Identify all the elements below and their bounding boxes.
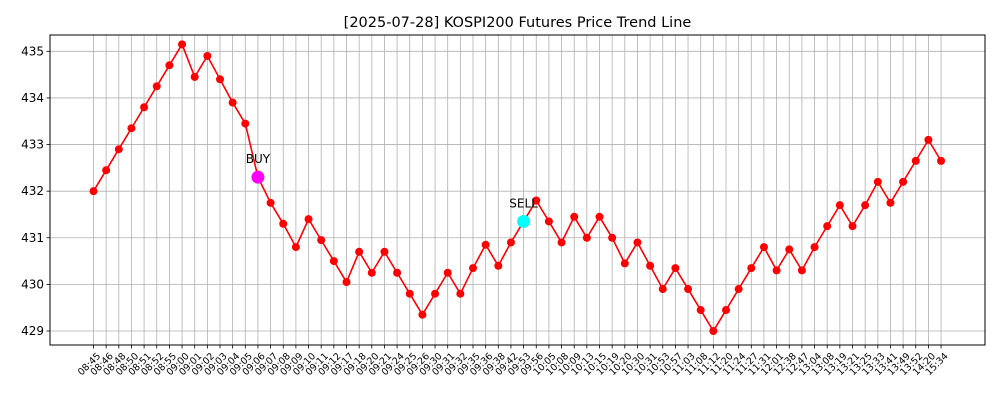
plot-frame bbox=[49, 34, 986, 346]
data-point bbox=[367, 268, 376, 277]
data-point bbox=[582, 233, 591, 242]
data-point bbox=[114, 145, 123, 154]
data-point bbox=[329, 257, 338, 266]
data-point bbox=[342, 278, 351, 287]
data-point bbox=[759, 243, 768, 252]
data-point bbox=[443, 268, 452, 277]
data-point bbox=[722, 306, 730, 315]
data-point bbox=[228, 98, 237, 107]
price-series bbox=[89, 40, 946, 336]
data-point bbox=[178, 40, 187, 49]
data-point bbox=[456, 289, 465, 298]
data-point bbox=[469, 264, 477, 273]
buy-label: BUY bbox=[246, 152, 271, 166]
chart-title: [2025-07-28] KOSPI200 Futures Price Tren… bbox=[344, 15, 692, 31]
data-point bbox=[481, 240, 490, 249]
data-point bbox=[646, 261, 655, 270]
data-point bbox=[658, 285, 667, 294]
data-point bbox=[886, 198, 895, 207]
grid-lines bbox=[50, 35, 985, 345]
y-tick-label: 434 bbox=[21, 91, 44, 105]
y-tick-label: 432 bbox=[21, 184, 44, 198]
data-point bbox=[595, 212, 604, 221]
data-point bbox=[279, 219, 288, 228]
data-point bbox=[380, 247, 389, 256]
data-point bbox=[152, 82, 161, 91]
data-point bbox=[241, 119, 250, 128]
data-point bbox=[810, 243, 819, 252]
data-point bbox=[861, 201, 870, 210]
data-point bbox=[532, 196, 541, 205]
data-point bbox=[709, 327, 718, 336]
data-point bbox=[216, 75, 224, 84]
data-point bbox=[190, 72, 199, 81]
data-point bbox=[165, 61, 174, 70]
sell-marker bbox=[517, 214, 531, 228]
data-point bbox=[266, 198, 275, 207]
data-point bbox=[835, 201, 844, 210]
data-point bbox=[570, 212, 579, 221]
data-point bbox=[772, 266, 781, 275]
data-point bbox=[671, 264, 680, 273]
data-point bbox=[127, 124, 136, 133]
y-tick-label: 435 bbox=[21, 44, 44, 58]
x-axis: 08:4508:4608:4808:5008:5108:5208:5509:00… bbox=[76, 345, 951, 378]
y-tick-label: 433 bbox=[21, 138, 44, 152]
data-point bbox=[405, 289, 414, 298]
data-point bbox=[291, 243, 300, 252]
data-point bbox=[102, 166, 111, 175]
data-point bbox=[431, 289, 440, 298]
buy-marker bbox=[251, 170, 265, 184]
data-point bbox=[304, 215, 313, 224]
data-point bbox=[684, 285, 693, 294]
data-point bbox=[89, 187, 98, 196]
series-line bbox=[92, 42, 942, 333]
y-tick-label: 429 bbox=[21, 324, 44, 338]
y-tick-label: 430 bbox=[21, 277, 44, 291]
data-point bbox=[785, 245, 794, 254]
data-point bbox=[937, 156, 946, 165]
data-point bbox=[317, 236, 326, 245]
data-point bbox=[608, 233, 617, 242]
data-point bbox=[140, 103, 149, 112]
data-point bbox=[203, 51, 212, 60]
data-point bbox=[355, 247, 364, 256]
data-point bbox=[633, 238, 642, 247]
y-tick-label: 431 bbox=[21, 231, 44, 245]
data-point bbox=[797, 266, 806, 275]
data-point bbox=[848, 222, 857, 231]
y-axis: 429 430 431 432 433 434 435 bbox=[21, 44, 50, 338]
data-point bbox=[873, 177, 882, 186]
data-point bbox=[734, 285, 743, 294]
data-point bbox=[899, 177, 908, 186]
trade-markers: BUY SELL bbox=[246, 152, 538, 228]
data-point bbox=[823, 222, 832, 231]
data-point bbox=[418, 310, 427, 319]
data-point bbox=[924, 135, 933, 144]
data-point bbox=[620, 259, 629, 268]
data-point bbox=[506, 238, 515, 247]
data-point bbox=[747, 264, 756, 273]
data-point bbox=[544, 217, 553, 226]
data-point bbox=[557, 238, 566, 247]
data-point bbox=[696, 306, 705, 315]
sell-label: SELL bbox=[509, 196, 538, 210]
data-point bbox=[393, 268, 402, 277]
data-point bbox=[494, 261, 503, 270]
data-point bbox=[911, 156, 920, 165]
